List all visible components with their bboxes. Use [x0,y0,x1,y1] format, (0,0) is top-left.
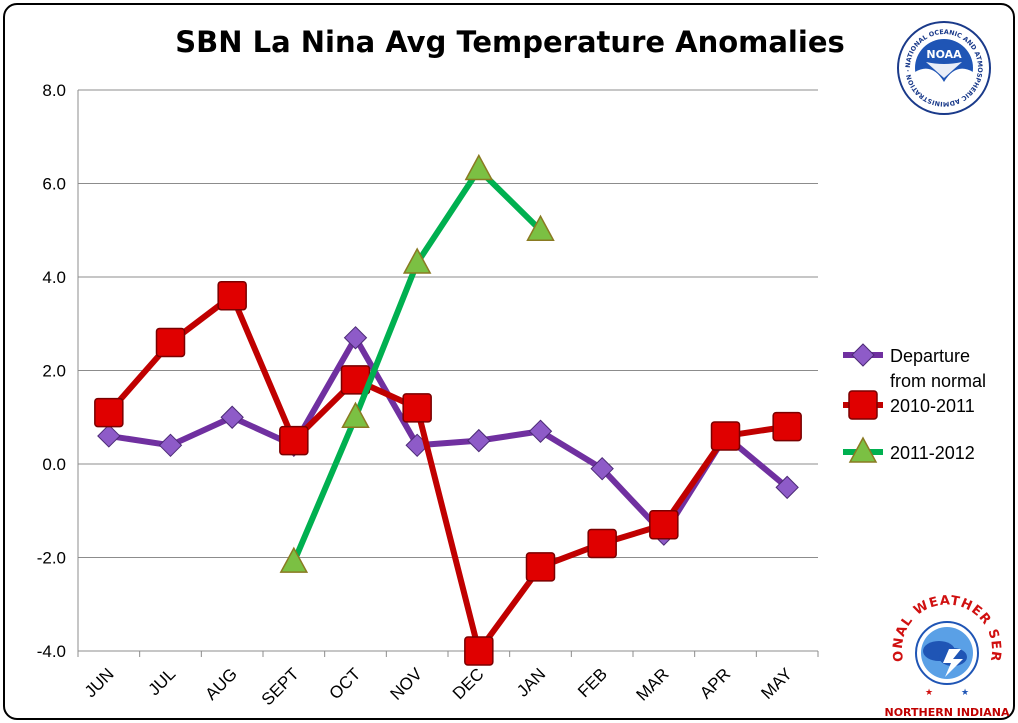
data-point-2011-2012 [526,214,555,241]
data-point-2010-2011 [587,528,617,559]
data-point-2011-2012 [341,401,370,428]
nws-logo: NATIONAL WEATHER SERVICE ★ ★ NORTHERN IN… [884,593,1010,719]
data-point-departure-from-normal [158,433,183,458]
y-tick-label: 2.0 [42,362,66,381]
data-point-2010-2011 [402,393,432,423]
data-point-2010-2011 [649,510,679,540]
chart-title: SBN La Nina Avg Temperature Anomalies [175,25,845,59]
legend: Departure from normal 2010-2011 2011-2012 [843,343,986,463]
legend-label: from normal [890,371,986,391]
nws-subtitle: NORTHERN INDIANA [884,706,1010,719]
data-point-departure-from-normal [97,424,121,448]
series-line-2010-2011 [106,292,788,654]
y-tick-label: -4.0 [37,642,66,661]
data-point-departure-from-normal [220,405,244,429]
y-tick-label: 6.0 [42,175,66,194]
legend-marker-2010-2011 [848,390,878,420]
legend-marker-2011-2012 [848,436,878,463]
series-line-departure-from-normal [108,334,790,538]
x-tick-label: FEB [574,664,611,701]
data-point-2010-2011 [525,552,556,582]
y-tick-label: 0.0 [42,455,66,474]
data-point-2010-2011 [710,421,741,451]
y-tick-label: 8.0 [42,81,66,100]
y-tick-label: -2.0 [37,549,66,568]
series-line-2011-2012 [291,166,543,564]
data-point-2011-2012 [279,546,309,573]
legend-label: Departure [890,346,970,366]
noaa-logo: NATIONAL OCEANIC AND ATMOSPHERIC ADMINIS… [897,21,991,115]
plot-area: 8.0 6.0 4.0 2.0 0.0 -2.0 -4.0 JUN JUL AUG SEPT OCT N… [37,81,819,709]
chart-frame [3,3,1015,720]
x-tick-label: MAR [633,664,673,704]
svg-text:★: ★ [961,688,969,698]
legend-label: 2010-2011 [890,396,975,416]
data-point-departure-from-normal [343,326,368,350]
noaa-logo-wordmark: NOAA [926,48,962,61]
data-point-2010-2011 [464,636,494,666]
data-point-2010-2011 [217,280,247,311]
x-tick-label: JUL [145,664,180,699]
x-tick-label: DEC [449,664,488,703]
x-tick-label: JAN [513,664,549,700]
data-point-2010-2011 [94,397,124,428]
data-point-departure-from-normal [775,475,799,500]
data-point-departure-from-normal [590,456,614,481]
legend-marker-departure-from-normal [851,343,875,367]
legend-label: 2011-2012 [890,443,975,463]
x-tick-label: JUN [81,664,118,701]
data-point-departure-from-normal [467,428,491,453]
data-point-2010-2011 [772,411,802,442]
x-tick-label: NOV [387,664,427,704]
x-tick-label: SEPT [258,664,303,709]
y-tick-label: 4.0 [42,268,66,287]
data-point-2010-2011 [155,327,186,358]
x-tick-label: MAY [757,664,796,703]
data-point-2011-2012 [464,153,494,181]
data-point-departure-from-normal [528,419,553,443]
svg-text:★: ★ [925,688,933,698]
x-tick-label: OCT [326,664,365,703]
data-point-2011-2012 [402,247,432,274]
data-point-2010-2011 [279,425,309,456]
x-tick-label: AUG [202,664,241,703]
x-tick-label: APR [696,664,734,702]
